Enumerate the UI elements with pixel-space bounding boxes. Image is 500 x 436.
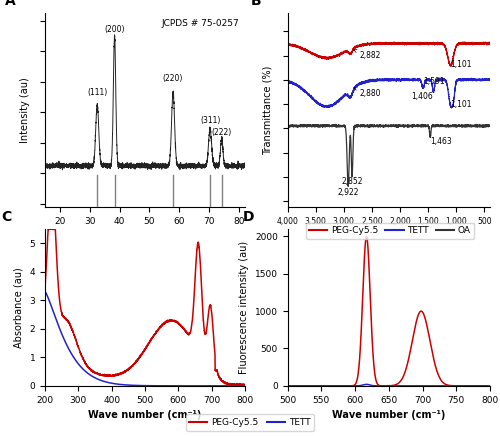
Y-axis label: Absorbance (au): Absorbance (au) xyxy=(14,267,24,348)
Text: (220): (220) xyxy=(163,75,183,83)
Text: A: A xyxy=(5,0,16,8)
Text: (200): (200) xyxy=(104,25,125,34)
Text: (311): (311) xyxy=(200,116,220,125)
Legend: PEG-Cy5.5, TETT: PEG-Cy5.5, TETT xyxy=(186,414,314,431)
Text: 2,852: 2,852 xyxy=(342,177,363,186)
Text: (111): (111) xyxy=(87,88,108,97)
X-axis label: Wave number (cm⁻¹): Wave number (cm⁻¹) xyxy=(332,410,446,420)
Y-axis label: Intensity (au): Intensity (au) xyxy=(20,77,30,143)
Text: 1,463: 1,463 xyxy=(430,137,452,146)
Text: D: D xyxy=(243,210,254,224)
Text: JCPDS # 75-0257: JCPDS # 75-0257 xyxy=(161,19,239,28)
X-axis label: 2θ (degree): 2θ (degree) xyxy=(113,232,177,242)
Text: 2,880: 2,880 xyxy=(354,87,381,98)
Text: B: B xyxy=(251,0,262,8)
Text: 2,922: 2,922 xyxy=(338,187,359,197)
Text: C: C xyxy=(1,210,11,224)
Text: 2,882: 2,882 xyxy=(354,50,381,60)
Legend: PEG-Cy5.5, TETT, OA: PEG-Cy5.5, TETT, OA xyxy=(306,222,474,239)
Text: 1,591: 1,591 xyxy=(423,77,444,86)
Text: (222): (222) xyxy=(212,128,232,137)
Text: 1,101: 1,101 xyxy=(450,60,472,69)
X-axis label: Wave number (cm⁻¹): Wave number (cm⁻¹) xyxy=(332,232,446,242)
X-axis label: Wave number (cm⁻¹): Wave number (cm⁻¹) xyxy=(88,410,202,420)
Y-axis label: Fluorescence intensity (au): Fluorescence intensity (au) xyxy=(239,241,249,374)
Y-axis label: Transmittance (%): Transmittance (%) xyxy=(262,65,272,155)
Text: 1,101: 1,101 xyxy=(450,100,472,109)
Text: 1,406: 1,406 xyxy=(412,92,434,101)
